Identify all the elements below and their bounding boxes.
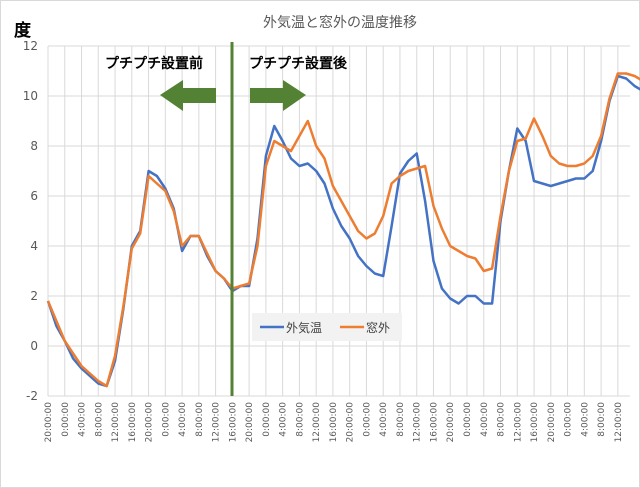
x-tick-label: 4:00:00 (279, 402, 289, 437)
arrow-right-icon (250, 80, 306, 111)
x-tick-label: 4:00:00 (580, 402, 590, 437)
x-tick-label: 20:00:00 (145, 402, 155, 443)
x-tick-label: 4:00:00 (379, 402, 389, 437)
arrow-left-icon (160, 80, 216, 111)
x-tick-label: 12:00:00 (413, 402, 423, 443)
y-tick-label: 2 (30, 289, 38, 303)
x-tick-label: 20:00:00 (446, 402, 456, 443)
legend-label-outdoor: 外気温 (286, 320, 322, 335)
x-tick-label: 8:00:00 (94, 402, 104, 437)
x-tick-label: 4:00:00 (178, 402, 188, 437)
x-tick-label: 4:00:00 (78, 402, 88, 437)
x-tick-label: 12:00:00 (111, 402, 121, 443)
x-tick-label: 16:00:00 (530, 402, 540, 443)
x-tick-label: 20:00:00 (547, 402, 557, 443)
annotation-after: プチプチ設置後 (249, 55, 348, 72)
series-line-window-temp (46, 72, 640, 388)
y-tick-label: -2 (26, 389, 38, 403)
x-tick-label: 0:00:00 (262, 402, 272, 437)
annotation-before: プチプチ設置前 (105, 55, 203, 72)
y-tick-label: 10 (23, 89, 38, 103)
y-tick-label: 6 (30, 189, 38, 203)
x-tick-label: 20:00:00 (245, 402, 255, 443)
x-tick-label: 12:00:00 (513, 402, 523, 443)
x-tick-label: 8:00:00 (497, 402, 507, 437)
y-tick-label: 12 (23, 39, 38, 53)
x-tick-label: 16:00:00 (228, 402, 238, 443)
y-tick-label: 4 (30, 239, 38, 253)
x-tick-label: 0:00:00 (61, 402, 71, 437)
y-axis-labels: 12 10 8 6 4 2 0 -2 (23, 39, 38, 403)
x-tick-label: 12:00:00 (312, 402, 322, 443)
x-tick-label: 16:00:00 (128, 402, 138, 443)
legend: 外気温 窓外 (252, 313, 402, 341)
x-tick-label: 16:00:00 (429, 402, 439, 443)
series-line-outdoor-temp (46, 74, 640, 388)
x-tick-label: 0:00:00 (463, 402, 473, 437)
x-tick-label: 0:00:00 (161, 402, 171, 437)
x-tick-label: 8:00:00 (195, 402, 205, 437)
x-tick-label: 8:00:00 (597, 402, 607, 437)
gridlines (47, 45, 630, 397)
x-tick-label: 12:00:00 (614, 402, 624, 443)
x-tick-label: 8:00:00 (396, 402, 406, 437)
x-tick-label: 4:00:00 (480, 402, 490, 437)
x-tick-label: 20:00:00 (44, 402, 54, 443)
x-tick-label: 8:00:00 (295, 402, 305, 437)
x-tick-label: 16:00:00 (329, 402, 339, 443)
y-tick-label: 0 (30, 339, 38, 353)
legend-label-window: 窓外 (366, 320, 390, 335)
x-tick-label: 20:00:00 (346, 402, 356, 443)
x-tick-label: 0:00:00 (362, 402, 372, 437)
y-axis-unit-label: 度 (14, 20, 32, 41)
chart-title: 外気温と窓外の温度推移 (263, 14, 417, 31)
y-tick-label: 8 (30, 139, 38, 153)
x-axis-labels: 20:00:00 0:00:00 4:00:00 8:00:00 12:00:00 16:… (44, 402, 624, 443)
x-tick-label: 0:00:00 (564, 402, 574, 437)
x-tick-label: 12:00:00 (212, 402, 222, 443)
